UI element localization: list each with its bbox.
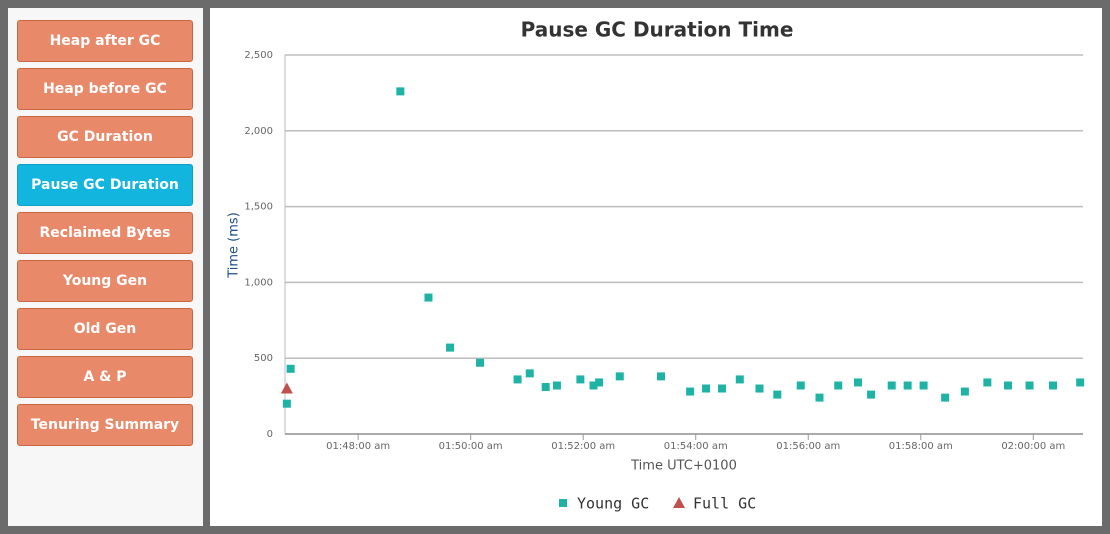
chart-title: Pause GC Duration Time <box>521 18 794 42</box>
data-point <box>919 381 928 390</box>
nav-button[interactable]: GC Duration <box>17 116 193 158</box>
data-point <box>280 382 293 394</box>
y-tick-label: 2,000 <box>244 126 273 137</box>
legend-label: Full GC <box>693 495 756 513</box>
data-point <box>286 364 295 373</box>
sidebar: Heap after GC Heap before GC GC Duration Pa… <box>8 8 203 526</box>
x-tick-label: 01:56:00 am <box>776 441 840 452</box>
x-tick-label: 01:58:00 am <box>889 441 953 452</box>
y-tick-label: 1,000 <box>244 277 273 288</box>
data-point <box>657 372 666 381</box>
main-panel: Pause GC Duration Time Time (ms) Time UT… <box>210 8 1102 526</box>
data-point <box>446 343 455 352</box>
data-point <box>717 384 726 393</box>
data-point <box>834 381 843 390</box>
data-point <box>589 381 598 390</box>
data-point <box>702 384 711 393</box>
data-point <box>1003 381 1012 390</box>
data-point <box>903 381 912 390</box>
x-tick-label: 01:54:00 am <box>664 441 728 452</box>
data-point <box>595 378 604 387</box>
y-axis-label: Time (ms) <box>227 212 242 279</box>
y-tick-label: 1,500 <box>244 202 273 213</box>
data-point <box>424 293 433 302</box>
data-point <box>983 378 992 387</box>
x-axis-label: Time UTC+0100 <box>630 459 737 474</box>
data-point <box>576 375 585 384</box>
nav-button[interactable]: A & P <box>17 356 193 398</box>
data-point <box>1048 381 1057 390</box>
data-point <box>887 381 896 390</box>
data-point <box>686 387 695 396</box>
data-point <box>796 381 805 390</box>
legend-marker <box>559 499 567 507</box>
data-point <box>853 378 862 387</box>
data-point <box>735 375 744 384</box>
legend-label: Young GC <box>577 495 649 513</box>
data-point <box>960 387 969 396</box>
x-tick-label: 02:00:00 am <box>1001 441 1065 452</box>
data-point <box>476 358 485 367</box>
x-tick-label: 01:48:00 am <box>326 441 390 452</box>
data-point <box>773 390 782 399</box>
nav-button[interactable]: Young Gen <box>17 260 193 302</box>
nav-button[interactable]: Reclaimed Bytes <box>17 212 193 254</box>
x-tick-label: 01:50:00 am <box>439 441 503 452</box>
data-point <box>815 393 824 402</box>
data-point <box>1025 381 1034 390</box>
data-point <box>1076 378 1085 387</box>
nav-button[interactable]: Tenuring Summary <box>17 404 193 446</box>
nav-button[interactable]: Old Gen <box>17 308 193 350</box>
y-tick-label: 0 <box>267 429 273 440</box>
data-point <box>615 372 624 381</box>
data-point <box>541 383 550 392</box>
chart: Pause GC Duration Time Time (ms) Time UT… <box>227 18 1085 513</box>
data-point <box>396 87 405 96</box>
nav-button[interactable]: Heap after GC <box>17 20 193 62</box>
x-tick-label: 01:52:00 am <box>551 441 615 452</box>
nav-button[interactable]: Pause GC Duration <box>17 164 193 206</box>
nav-button[interactable]: Heap before GC <box>17 68 193 110</box>
y-tick-label: 500 <box>254 353 273 364</box>
data-point <box>552 381 561 390</box>
data-point <box>941 393 950 402</box>
y-tick-label: 2,500 <box>244 50 273 61</box>
data-point <box>525 369 534 378</box>
data-point <box>755 384 764 393</box>
legend-marker <box>673 497 685 508</box>
data-point <box>282 399 291 408</box>
data-point <box>513 375 522 384</box>
data-point <box>867 390 876 399</box>
